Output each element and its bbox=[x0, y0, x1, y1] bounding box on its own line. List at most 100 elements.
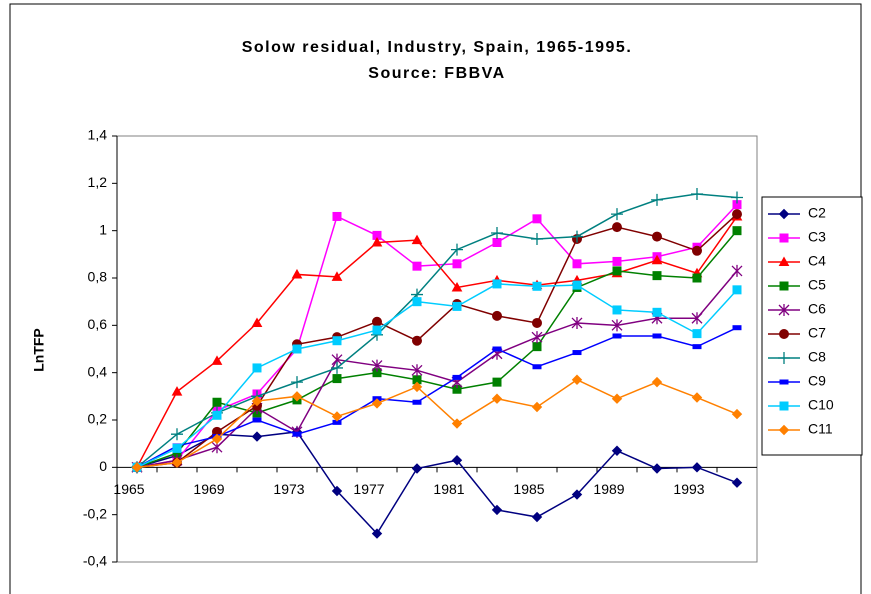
point bbox=[692, 344, 702, 350]
point bbox=[491, 227, 503, 240]
point bbox=[331, 411, 343, 422]
legend-marker bbox=[779, 401, 789, 411]
point bbox=[611, 319, 623, 332]
point bbox=[571, 374, 583, 385]
point bbox=[411, 364, 423, 377]
point bbox=[411, 381, 423, 393]
point bbox=[692, 245, 702, 256]
series-line bbox=[136, 230, 738, 469]
point bbox=[212, 410, 222, 420]
point bbox=[531, 401, 543, 413]
legend-marker bbox=[778, 424, 790, 436]
point bbox=[692, 273, 702, 283]
point bbox=[652, 271, 662, 281]
point bbox=[332, 336, 342, 346]
point bbox=[732, 226, 742, 236]
plot-area bbox=[116, 135, 758, 563]
point bbox=[572, 259, 582, 269]
point bbox=[531, 232, 543, 245]
point bbox=[292, 431, 302, 437]
point bbox=[412, 399, 422, 405]
point bbox=[611, 208, 623, 221]
point bbox=[731, 191, 743, 204]
point bbox=[492, 279, 502, 289]
point bbox=[691, 312, 703, 325]
point bbox=[651, 376, 663, 388]
point bbox=[571, 230, 583, 243]
point bbox=[731, 477, 743, 488]
legend-label: C4 bbox=[808, 253, 826, 269]
series-line bbox=[136, 283, 738, 469]
series-line bbox=[136, 213, 738, 469]
y-tick-label: 1 bbox=[99, 221, 107, 237]
point bbox=[571, 489, 583, 500]
point bbox=[492, 377, 502, 387]
y-tick-label: 1,4 bbox=[88, 127, 108, 143]
legend-label: C7 bbox=[808, 325, 826, 341]
point bbox=[171, 386, 183, 396]
y-tick-label: 1,2 bbox=[88, 174, 108, 190]
point bbox=[492, 310, 502, 321]
point bbox=[292, 344, 302, 354]
point bbox=[491, 393, 503, 404]
y-tick-label: 0,6 bbox=[88, 316, 108, 332]
point bbox=[251, 317, 263, 327]
legend-marker bbox=[779, 281, 789, 291]
point bbox=[691, 462, 703, 473]
series-line bbox=[136, 193, 738, 468]
point bbox=[612, 222, 622, 233]
y-tick-label: 0,4 bbox=[88, 363, 108, 379]
point bbox=[291, 268, 303, 279]
legend-label: C10 bbox=[808, 397, 834, 413]
series-line bbox=[136, 204, 738, 469]
point bbox=[252, 417, 262, 423]
x-tick-label: 1977 bbox=[353, 481, 384, 497]
point bbox=[611, 445, 623, 456]
point bbox=[651, 193, 663, 206]
point bbox=[732, 285, 742, 295]
series-line bbox=[136, 431, 738, 535]
point bbox=[652, 231, 662, 242]
point bbox=[371, 398, 383, 409]
legend-marker bbox=[779, 329, 789, 339]
series-line bbox=[136, 378, 738, 469]
legend-marker bbox=[778, 352, 790, 364]
point bbox=[691, 187, 703, 200]
point bbox=[211, 433, 223, 445]
point bbox=[412, 261, 422, 271]
point bbox=[371, 359, 383, 372]
chart-title: Solow residual, Industry, Spain, 1965-19… bbox=[242, 39, 633, 56]
legend-label: C8 bbox=[808, 349, 826, 365]
point bbox=[532, 281, 542, 291]
point bbox=[252, 363, 262, 373]
x-tick-label: 1993 bbox=[673, 481, 704, 497]
point bbox=[451, 455, 463, 466]
point bbox=[211, 355, 223, 365]
y-tick-label: -0,4 bbox=[83, 553, 107, 569]
point bbox=[212, 397, 222, 407]
point bbox=[732, 325, 742, 331]
point bbox=[612, 256, 622, 266]
point bbox=[731, 264, 743, 277]
y-tick-label: -0,2 bbox=[83, 505, 107, 521]
point bbox=[131, 462, 143, 473]
point bbox=[332, 374, 342, 384]
chart-subtitle: Source: FBBVA bbox=[368, 65, 505, 82]
point bbox=[651, 463, 663, 474]
point bbox=[251, 431, 263, 442]
legend-label: C3 bbox=[808, 229, 826, 245]
legend-label: C2 bbox=[808, 205, 826, 221]
legend-label: C5 bbox=[808, 277, 826, 293]
point bbox=[371, 528, 383, 539]
point bbox=[612, 266, 622, 276]
legend-marker bbox=[778, 256, 790, 266]
point bbox=[571, 316, 583, 329]
point bbox=[331, 361, 343, 374]
point bbox=[491, 504, 503, 516]
point bbox=[692, 329, 702, 339]
x-tick-label: 1989 bbox=[593, 481, 624, 497]
point bbox=[572, 280, 582, 290]
point bbox=[452, 374, 462, 380]
point bbox=[451, 418, 463, 429]
